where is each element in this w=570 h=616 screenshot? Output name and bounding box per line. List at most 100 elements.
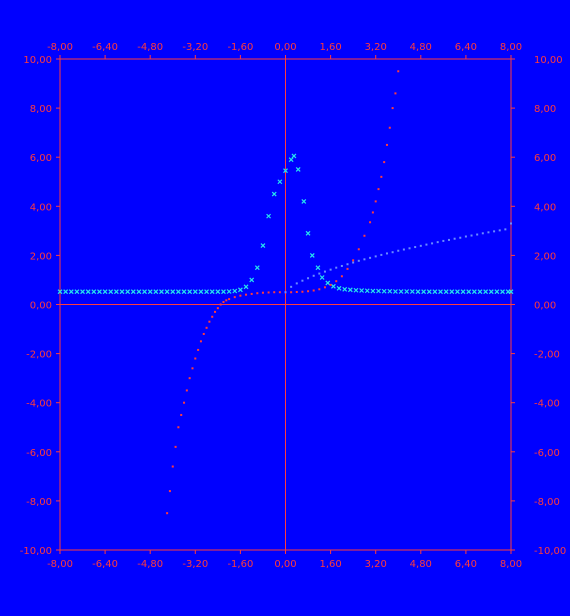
data-point-dot bbox=[414, 246, 417, 249]
data-point-dot bbox=[425, 243, 428, 246]
data-point-dot bbox=[374, 200, 377, 203]
data-point-dot bbox=[470, 234, 473, 237]
y-tick-label-left: 10,00 bbox=[23, 55, 52, 66]
data-point-x-marker bbox=[330, 283, 336, 289]
data-point-dot bbox=[357, 248, 360, 251]
x-tick-label-bottom: -1,60 bbox=[227, 559, 253, 570]
series-2 bbox=[284, 222, 512, 294]
data-point-x-marker bbox=[147, 289, 153, 295]
x-tick-label-top: 0,00 bbox=[274, 42, 296, 53]
data-point-dot bbox=[402, 248, 405, 251]
data-point-x-marker bbox=[443, 289, 449, 295]
x-tick-label-bottom: -4,80 bbox=[137, 559, 163, 570]
y-tick-label-left: 2,00 bbox=[30, 251, 52, 262]
data-point-x-marker bbox=[198, 289, 204, 295]
data-point-dot bbox=[250, 292, 253, 295]
y-tick-label-left: 6,00 bbox=[30, 153, 52, 164]
data-point-x-marker bbox=[226, 289, 232, 294]
data-point-x-marker bbox=[74, 289, 80, 295]
data-point-x-marker bbox=[215, 289, 221, 295]
data-point-x-marker bbox=[301, 198, 307, 204]
data-point-dot bbox=[208, 320, 211, 323]
data-point-dot bbox=[301, 279, 304, 282]
data-point-x-marker bbox=[63, 289, 69, 295]
data-point-x-marker bbox=[68, 289, 74, 295]
data-point-dot bbox=[233, 296, 236, 299]
data-point-dot bbox=[245, 293, 248, 296]
data-point-dot bbox=[504, 228, 507, 231]
data-point-dot bbox=[436, 241, 439, 244]
data-point-dot bbox=[380, 253, 383, 256]
data-point-x-marker bbox=[347, 287, 353, 293]
data-point-dot bbox=[194, 357, 197, 360]
data-point-dot bbox=[476, 233, 479, 236]
data-point-dot bbox=[295, 290, 298, 293]
x-tick-label-bottom: 6,40 bbox=[455, 559, 477, 570]
data-point-dot bbox=[510, 222, 512, 225]
data-point-x-marker bbox=[477, 289, 483, 295]
data-point-x-marker bbox=[364, 288, 370, 294]
data-point-x-marker bbox=[319, 275, 325, 280]
data-point-x-marker bbox=[353, 287, 359, 293]
data-point-dot bbox=[447, 238, 450, 241]
data-point-dot bbox=[295, 282, 298, 285]
data-point-dot bbox=[487, 231, 490, 234]
data-point-dot bbox=[199, 340, 202, 343]
data-point-dot bbox=[214, 310, 217, 313]
data-point-dot bbox=[312, 289, 315, 292]
data-point-x-marker bbox=[260, 243, 266, 249]
data-point-dot bbox=[318, 272, 321, 275]
data-point-x-marker bbox=[449, 289, 455, 295]
data-point-x-marker bbox=[494, 289, 500, 295]
y-tick-label-left: 0,00 bbox=[30, 301, 52, 312]
data-point-x-marker bbox=[102, 289, 108, 295]
data-point-x-marker bbox=[426, 289, 432, 295]
data-point-dot bbox=[301, 290, 304, 293]
y-tick-label-left: -4,00 bbox=[26, 399, 52, 410]
y-tick-label-left: -6,00 bbox=[26, 448, 52, 459]
data-point-x-marker bbox=[370, 288, 376, 294]
data-point-dot bbox=[273, 291, 276, 294]
data-point-x-marker bbox=[232, 288, 238, 294]
x-tick-label-top: 6,40 bbox=[455, 42, 477, 53]
x-tick-label-top: -1,60 bbox=[227, 42, 253, 53]
data-point-dot bbox=[481, 232, 484, 235]
data-point-dot bbox=[453, 237, 456, 240]
data-point-x-marker bbox=[387, 288, 393, 294]
data-point-dot bbox=[261, 291, 264, 294]
data-point-x-marker bbox=[164, 289, 170, 295]
data-point-dot bbox=[346, 267, 349, 270]
data-point-dot bbox=[174, 445, 177, 448]
data-point-dot bbox=[383, 161, 386, 164]
y-tick-label-right: -10,00 bbox=[534, 546, 566, 557]
y-tick-label-left: 4,00 bbox=[30, 202, 52, 213]
data-point-dot bbox=[239, 294, 242, 297]
data-point-dot bbox=[464, 235, 467, 238]
y-tick-label-left: 8,00 bbox=[30, 104, 52, 115]
data-point-dot bbox=[340, 275, 343, 278]
data-point-dot bbox=[166, 512, 169, 515]
data-point-x-marker bbox=[415, 289, 421, 295]
x-tick-label-top: -3,20 bbox=[182, 42, 208, 53]
data-point-dot bbox=[377, 188, 380, 191]
data-point-x-marker bbox=[142, 289, 147, 295]
x-tick-label-bottom: 8,00 bbox=[500, 559, 522, 570]
data-point-x-marker bbox=[119, 289, 125, 295]
data-point-dot bbox=[459, 236, 462, 239]
x-tick-label-bottom: 3,20 bbox=[365, 559, 387, 570]
data-point-dot bbox=[307, 277, 310, 280]
data-point-dot bbox=[493, 230, 496, 233]
data-point-x-marker bbox=[249, 277, 255, 283]
x-tick-label-bottom: -3,20 bbox=[182, 559, 208, 570]
y-tick-label-right: 4,00 bbox=[534, 202, 556, 213]
data-point-dot bbox=[216, 307, 219, 310]
data-point-x-marker bbox=[277, 179, 283, 185]
y-tick-label-right: -8,00 bbox=[534, 497, 560, 508]
data-point-x-marker bbox=[170, 289, 176, 295]
data-point-x-marker bbox=[421, 289, 427, 295]
axis-tick-labels: -8,00 -8,00 -6,40 -6,40 -4,80 -4,80 -3,20 -3,20… bbox=[20, 42, 567, 570]
data-point-x-marker bbox=[342, 286, 348, 292]
data-point-dot bbox=[323, 286, 326, 289]
data-point-dot bbox=[171, 465, 174, 468]
series-0 bbox=[57, 153, 514, 295]
